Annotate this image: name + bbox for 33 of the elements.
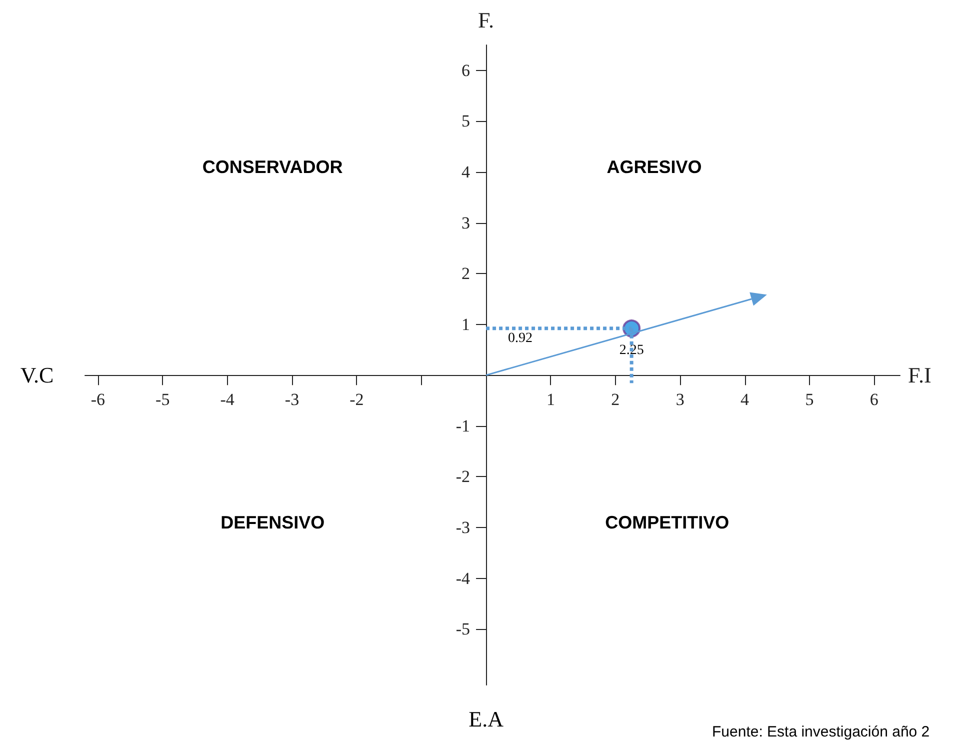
x-tick-label: -6 bbox=[90, 390, 106, 410]
annotation: DEFENSIVO bbox=[220, 512, 325, 532]
y-tick-label: 2 bbox=[462, 264, 470, 284]
y-tick-label: 1 bbox=[462, 314, 470, 334]
x-tick-label: 5 bbox=[805, 390, 814, 410]
annotation: CONSERVADOR bbox=[202, 156, 343, 177]
x-tick-label: 3 bbox=[676, 390, 684, 410]
x-axis-title: F.I bbox=[908, 362, 932, 388]
x-tick-label: 6 bbox=[870, 390, 878, 410]
text: E.A bbox=[468, 706, 504, 732]
x-tick-label: -3 bbox=[284, 390, 300, 410]
annotation: 0.92 bbox=[508, 330, 533, 346]
x-tick-label: 4 bbox=[740, 390, 750, 410]
y-tick-label: -1 bbox=[456, 416, 470, 436]
y-tick-label: 4 bbox=[462, 162, 471, 182]
source-note: Fuente: Esta investigación año 2 bbox=[712, 724, 930, 740]
annotation: 2.25 bbox=[619, 342, 644, 358]
x-tick-label: -2 bbox=[350, 390, 364, 410]
y-tick-label: -2 bbox=[456, 467, 470, 486]
x-tick-label: -4 bbox=[220, 390, 235, 410]
text: V.C bbox=[20, 362, 54, 388]
x-tick-label: 1 bbox=[546, 390, 555, 410]
y-tick-label: -3 bbox=[456, 518, 470, 538]
annotation: COMPETITIVO bbox=[605, 512, 730, 532]
y-tick-label: -5 bbox=[456, 620, 470, 639]
y-axis-title: F. bbox=[478, 8, 494, 32]
y-tick-label: 3 bbox=[462, 213, 470, 232]
y-tick-label: 5 bbox=[462, 112, 470, 131]
x-tick-label: 2 bbox=[611, 390, 620, 410]
y-tick-label: 6 bbox=[462, 60, 470, 80]
y-tick-label: -4 bbox=[456, 568, 471, 588]
x-tick-label: -5 bbox=[156, 390, 170, 410]
annotation: AGRESIVO bbox=[606, 156, 702, 177]
